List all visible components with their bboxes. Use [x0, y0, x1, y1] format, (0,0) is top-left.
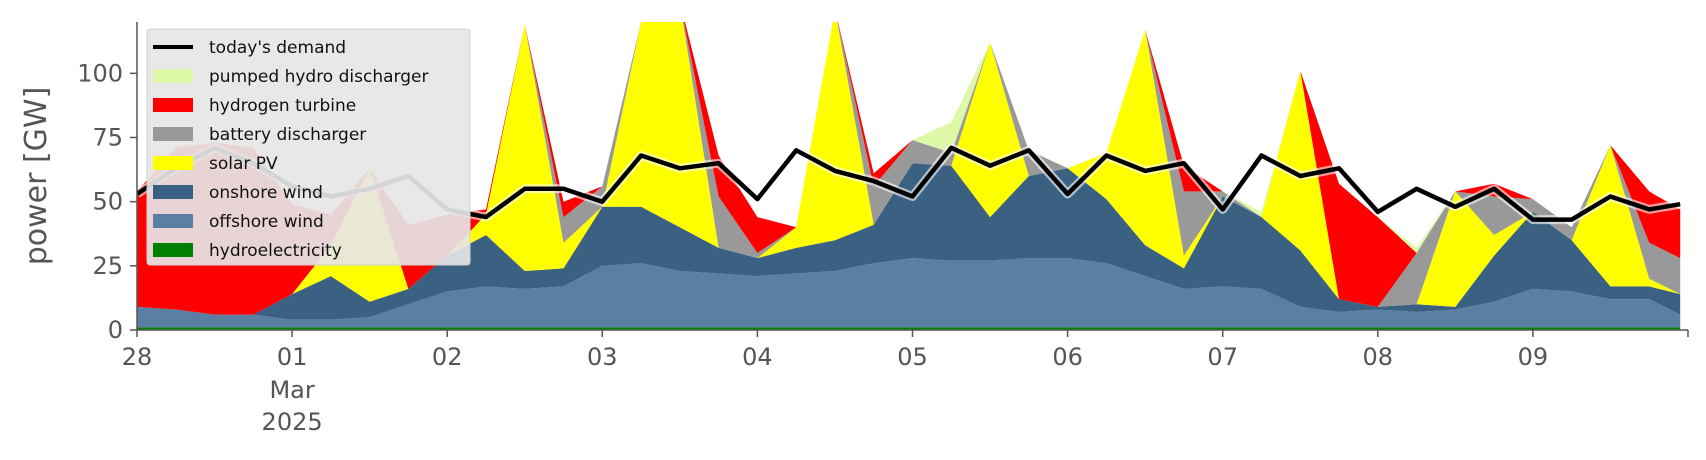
- legend-label-offshore-wind: offshore wind: [209, 212, 324, 232]
- area-offshore-wind: [137, 258, 1681, 328]
- x-tick-label: 06: [1052, 343, 1083, 371]
- x-tick-label: 07: [1207, 343, 1238, 371]
- x-tick-label: 28: [122, 343, 153, 371]
- y-axis-title-group: power [GW]: [19, 87, 54, 266]
- legend-swatch-onshore-wind: [153, 185, 193, 199]
- legend-label-onshore-wind: onshore wind: [209, 183, 323, 203]
- legend-box: [146, 28, 471, 266]
- x-tick-sublabel: Mar: [269, 376, 314, 404]
- legend-swatch-pumped-hydro-discharger: [153, 69, 193, 83]
- area-battery-discharger: [137, 22, 1681, 315]
- x-tick-label: 05: [897, 343, 928, 371]
- y-tick-label: 75: [92, 124, 123, 152]
- y-tick-label: 50: [92, 188, 123, 216]
- y-tick-label: 100: [77, 59, 123, 87]
- area-solar-pv: [137, 22, 1681, 315]
- legend-swatch-solar-pv: [153, 156, 193, 170]
- y-tick-label: 25: [92, 252, 123, 280]
- x-tick-label: 01: [277, 343, 308, 371]
- legend-label-hydroelectricity: hydroelectricity: [209, 241, 342, 261]
- area-onshore-wind: [137, 163, 1681, 320]
- x-tick-label: 08: [1363, 343, 1394, 371]
- legend-swatch-hydroelectricity: [153, 243, 193, 257]
- x-tick-sublabel: 2025: [262, 408, 323, 436]
- legend-swatch-battery-discharger: [153, 127, 193, 141]
- area-hydrogen-turbine: [137, 22, 1681, 315]
- legend-swatch-offshore-wind: [153, 214, 193, 228]
- legend-label-pumped-hydro-discharger: pumped hydro discharger: [209, 67, 428, 87]
- y-tick-label: 0: [108, 316, 123, 344]
- x-tick-label: 09: [1518, 343, 1549, 371]
- stacked-area-layer: [137, 22, 1681, 330]
- x-tick-label: 02: [432, 343, 463, 371]
- x-tick-label: 03: [587, 343, 618, 371]
- y-axis-title: power [GW]: [19, 87, 54, 266]
- x-tick-label: 04: [742, 343, 773, 371]
- legend-label-hydrogen-turbine: hydrogen turbine: [209, 96, 356, 116]
- legend-swatch-hydrogen-turbine: [153, 98, 193, 112]
- legend-label-battery-discharger: battery discharger: [209, 125, 366, 145]
- legend-label-solar-pv: solar PV: [209, 154, 278, 174]
- legend-label-today-s-demand: today's demand: [209, 38, 346, 58]
- legend: today's demand pumped hydro discharger hyd…: [146, 28, 471, 266]
- axes: 0 25 50 75 100 28 01 Mar 2025 02 03 04 05 06 07 08 09: [77, 22, 1689, 436]
